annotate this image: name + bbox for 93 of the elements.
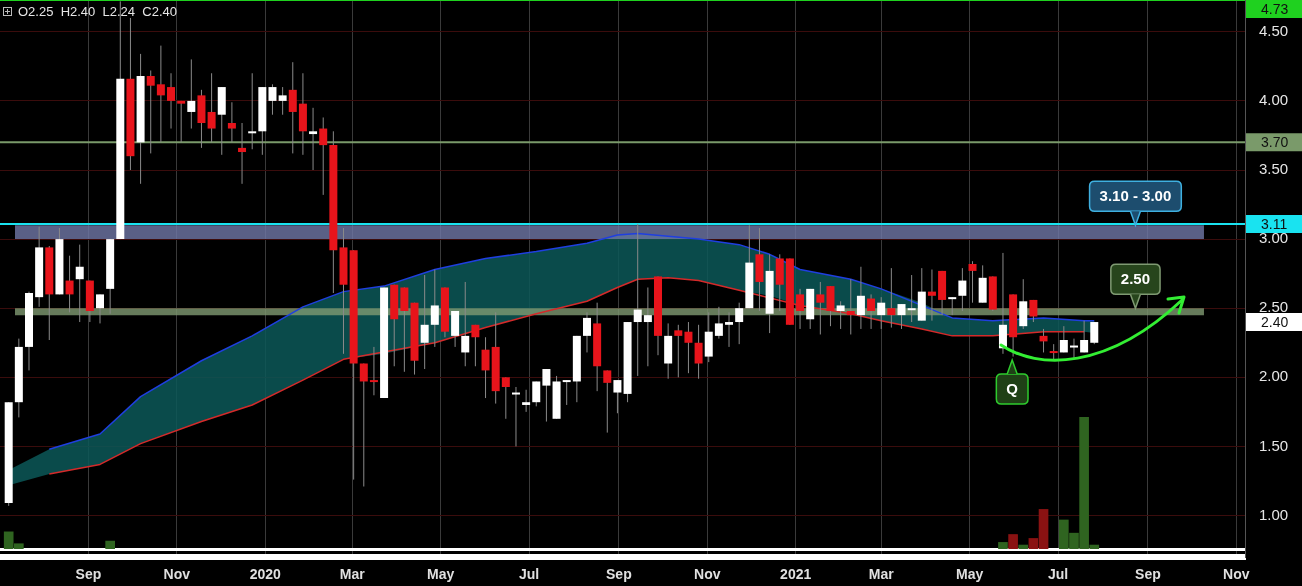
- candlestick: [461, 281, 470, 367]
- candlestick: [968, 260, 977, 304]
- band-label: 2.50: [1120, 270, 1151, 288]
- candlestick: [1080, 320, 1089, 353]
- candlestick: [725, 311, 734, 348]
- bar: [998, 542, 1008, 549]
- y-tick-label: 4.00: [1259, 91, 1289, 109]
- candlestick: [694, 324, 703, 380]
- candlestick: [511, 386, 520, 447]
- bar: [1008, 534, 1018, 549]
- bar: [105, 540, 115, 549]
- candlestick: [877, 296, 886, 330]
- candlestick: [177, 100, 186, 143]
- candlestick: [684, 321, 693, 374]
- text: 2.40: [1261, 313, 1289, 330]
- candlestick: [65, 255, 74, 313]
- candlestick: [735, 302, 744, 345]
- x-tick-label: Sep: [75, 566, 102, 583]
- candlestick: [227, 101, 236, 143]
- x-tick-label: Sep: [606, 566, 632, 583]
- candlestick: [319, 116, 328, 196]
- x-tick-label: Jul: [1047, 566, 1069, 583]
- candlestick: [643, 286, 652, 367]
- candlestick: [897, 303, 906, 330]
- candlestick: [958, 267, 967, 312]
- candlestick: [856, 266, 865, 330]
- candlestick: [278, 86, 287, 116]
- candlestick: [471, 324, 480, 367]
- candlestick: [633, 223, 642, 377]
- candlestick: [248, 72, 257, 150]
- candlestick: [400, 286, 409, 373]
- candlestick: [674, 324, 683, 378]
- candlestick: [288, 61, 297, 154]
- candlestick: [603, 369, 612, 434]
- x-tick-label: May: [426, 566, 455, 583]
- y-tick-label: 3.00: [1259, 229, 1289, 247]
- x-tick-label: Nov: [163, 566, 191, 583]
- band-label: 3.10 - 3.00: [1099, 187, 1172, 205]
- candlestick: [867, 293, 876, 330]
- x-tick-label: Nov: [694, 566, 721, 583]
- candlestick: [846, 278, 855, 335]
- candlestick: [167, 72, 176, 130]
- candlestick: [96, 293, 105, 324]
- ref-line-label: 4.73: [1261, 0, 1289, 17]
- candlestick: [187, 58, 196, 130]
- y-tick-label: 2.50: [1259, 298, 1289, 316]
- x-tick-label: Mar: [868, 566, 895, 583]
- candlestick: [420, 274, 429, 370]
- candlestick: [268, 83, 277, 116]
- candlestick: [156, 45, 165, 143]
- x-tick-label: Nov: [1223, 566, 1250, 583]
- ref-line-label: 3.11: [1261, 215, 1288, 232]
- candlestick: [1059, 325, 1068, 353]
- candlestick: [532, 380, 541, 407]
- candlestick: [1039, 328, 1048, 353]
- candlestick: [309, 107, 318, 171]
- y-tick-label: 3.50: [1259, 160, 1289, 178]
- candlestick: [75, 244, 84, 323]
- candlestick: [613, 379, 622, 414]
- candlestick: [207, 72, 216, 143]
- x-tick-label: Jul: [518, 566, 540, 583]
- y-tick-label: 1.50: [1259, 436, 1289, 454]
- ref-line-label: 3.70: [1261, 134, 1289, 151]
- x-tick-label: Sep: [1135, 566, 1161, 583]
- candlestick: [146, 69, 155, 154]
- candlestick: [796, 288, 805, 330]
- bar: [1018, 544, 1029, 549]
- candlestick: [359, 363, 368, 488]
- x-tick-label: Mar: [339, 566, 366, 583]
- x-tick-label: May: [956, 566, 984, 583]
- candlestick: [714, 306, 723, 340]
- candlestick: [582, 311, 591, 353]
- candlestick: [907, 274, 916, 323]
- candlestick: [836, 300, 845, 330]
- candlestick: [238, 122, 247, 185]
- candlestick: [501, 376, 510, 420]
- candlestick: [927, 269, 936, 322]
- candlestick: [887, 267, 896, 329]
- candlestick: [522, 389, 531, 413]
- x-tick-label: 2020: [249, 566, 282, 583]
- candlestick: [562, 379, 571, 406]
- y-tick-label: 4.50: [1259, 21, 1289, 39]
- candlestick: [369, 346, 378, 396]
- candlestick: [1090, 321, 1099, 345]
- x-tick-label: 2021: [780, 566, 812, 583]
- candlestick: [542, 368, 551, 423]
- candlestick: [430, 269, 439, 348]
- annotation: O2.25 H2.40 L2.24 C2.40: [18, 3, 177, 19]
- y-tick-label: 2.00: [1259, 367, 1289, 385]
- y-tick-label: 1.00: [1259, 505, 1289, 523]
- candlestick: [481, 336, 490, 399]
- candlestick: [816, 281, 825, 335]
- annotation: Q: [1006, 380, 1019, 398]
